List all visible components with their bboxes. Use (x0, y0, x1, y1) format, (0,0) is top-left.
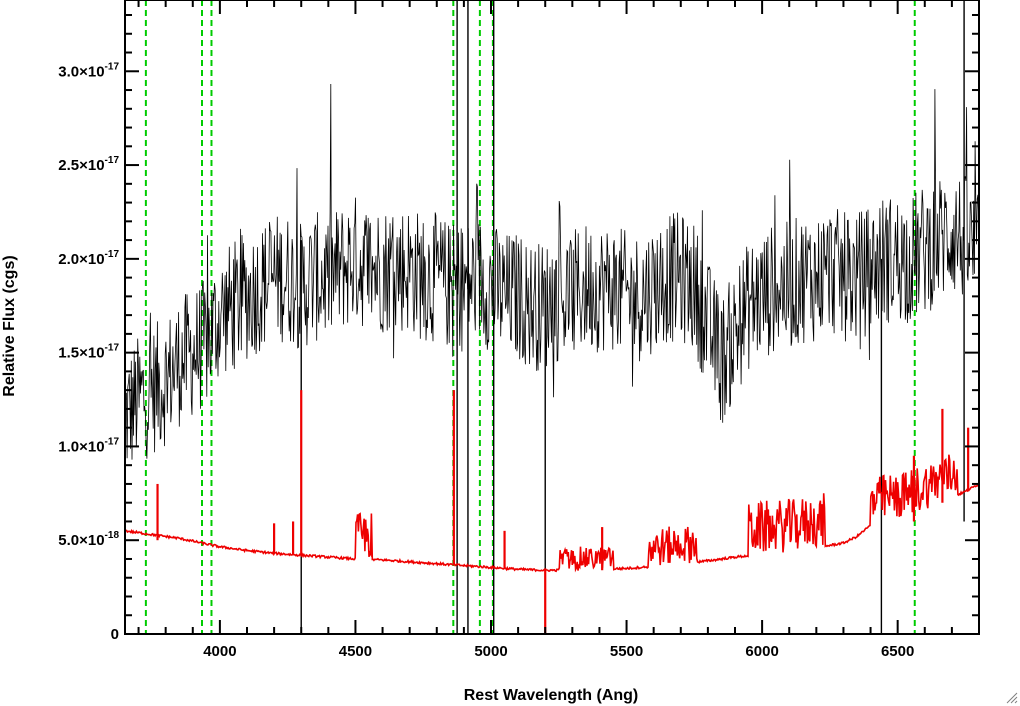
x-tick-label: 5500 (610, 643, 643, 660)
y-tick-exponent: -17 (105, 436, 120, 447)
error-line (125, 454, 979, 573)
x-tick-label: 4500 (339, 643, 372, 660)
x-tick-label: 5000 (474, 643, 507, 660)
y-tick-label: 2.5×10-17 (58, 155, 119, 174)
y-tick-exponent: -17 (105, 155, 120, 166)
y-tick-mantissa: 2.5×10 (58, 157, 104, 174)
plot-border (124, 0, 980, 635)
spectrum-series (125, 0, 979, 634)
y-tick-label: 2.0×10-17 (58, 249, 119, 268)
y-tick-label: 1.0×10-17 (58, 436, 119, 455)
y-tick-exponent: -17 (105, 343, 120, 354)
y-tick-label: 1.5×10-17 (58, 343, 119, 362)
y-tick-mantissa: 0 (111, 626, 119, 643)
y-tick-mantissa: 3.0×10 (58, 63, 104, 80)
y-tick-mantissa: 2.0×10 (58, 251, 104, 268)
y-tick-label: 0 (111, 626, 119, 643)
x-tick-label: 4000 (203, 643, 236, 660)
y-tick-exponent: -17 (105, 249, 120, 260)
error-series (125, 390, 979, 634)
y-tick-label: 5.0×10-18 (58, 530, 119, 549)
x-tick-label: 6500 (881, 643, 914, 660)
y-axis: 05.0×10-181.0×10-171.5×10-172.0×10-172.5… (58, 14, 979, 643)
plot-frame (124, 0, 980, 635)
reference-lines (144, 0, 916, 634)
spectrum-line (125, 83, 979, 460)
x-tick-label: 6000 (745, 643, 778, 660)
y-tick-exponent: -17 (105, 61, 120, 72)
x-axis-title: Rest Wavelength (Ang) (464, 687, 639, 704)
y-tick-mantissa: 1.0×10 (58, 438, 104, 455)
y-tick-mantissa: 5.0×10 (58, 532, 104, 549)
y-tick-label: 3.0×10-17 (58, 61, 119, 80)
resize-grip-icon[interactable] (1006, 692, 1018, 704)
series-layer (125, 0, 979, 634)
y-axis-title: Relative Flux (cgs) (1, 255, 18, 396)
x-axis: 4000 4500 5000 5500 6000 6500 (137, 0, 980, 660)
y-tick-exponent: -18 (105, 530, 120, 541)
y-tick-mantissa: 1.5×10 (58, 345, 104, 362)
